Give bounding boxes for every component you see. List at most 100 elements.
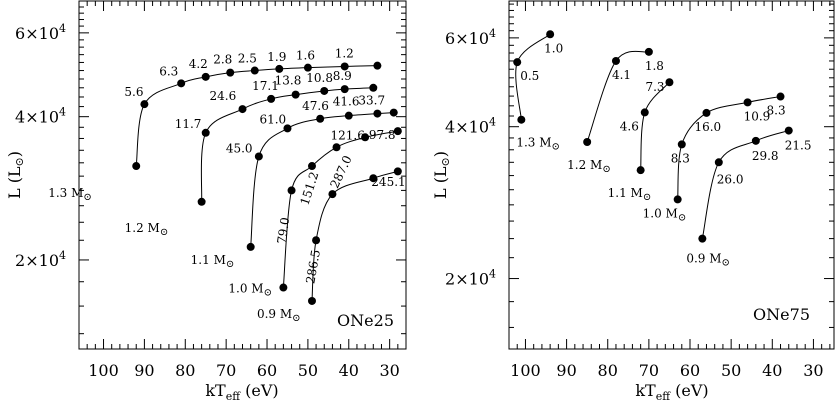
track-point — [250, 66, 259, 75]
track-point — [201, 72, 210, 81]
point-label: 11.7 — [175, 117, 202, 131]
track-curve — [586, 50, 650, 143]
point-label: 1.6 — [296, 49, 315, 63]
track-point — [238, 105, 247, 114]
track-point — [303, 63, 312, 72]
track-point — [201, 128, 210, 137]
track-curve — [701, 130, 789, 239]
track-point — [344, 111, 353, 120]
point-label: 1.2 — [335, 46, 354, 60]
track-point — [702, 108, 711, 117]
point-label: 4.2 — [189, 57, 208, 71]
point-label: 17.1 — [252, 79, 279, 93]
track-point — [316, 114, 325, 123]
mass-label: 1.1 M⊙ — [191, 253, 235, 270]
x-tick-label: 90 — [134, 361, 154, 380]
track-point — [393, 127, 402, 136]
point-label: 151.2 — [298, 170, 322, 207]
chart-panel-one75: ONe75 100 90 80 70 60 50 40 30 2×1044×1046×104 … — [431, 0, 835, 403]
track-point — [361, 133, 370, 142]
mass-label: 0.9 M⊙ — [257, 307, 301, 324]
y-tick-label: 4×104 — [445, 116, 496, 137]
x-axis-title: kTeff (eV) — [205, 381, 278, 403]
point-label: 26.0 — [717, 172, 744, 186]
x-tick-label: 30 — [803, 361, 823, 380]
point-label: 13.8 — [275, 74, 302, 88]
point-label: 8.3 — [671, 151, 690, 165]
track-point — [197, 197, 206, 206]
track-point — [340, 62, 349, 71]
point-label: 1.9 — [267, 50, 286, 64]
track-point — [332, 143, 341, 152]
track-point — [369, 83, 378, 92]
track-point — [132, 162, 141, 171]
track-point — [340, 85, 349, 94]
mass-label: 1.1 M⊙ — [608, 186, 652, 203]
track-point — [513, 58, 522, 67]
track-curve — [640, 81, 670, 171]
mass-label: 0.9 M⊙ — [686, 252, 730, 269]
track-point — [389, 108, 398, 117]
point-label: 0.5 — [520, 69, 539, 83]
x-tick-label: 40 — [339, 361, 359, 380]
plot-frame — [508, 0, 835, 350]
track-point — [177, 79, 186, 88]
point-label: 21.5 — [785, 139, 812, 153]
point-label: 2.5 — [238, 52, 257, 66]
track-point — [665, 78, 674, 87]
mass-labels: 1.3 M⊙ 1.2 M⊙ 1.1 M⊙ 1.0 M⊙ 0.9 M⊙ — [516, 136, 730, 269]
track-point — [546, 30, 555, 39]
point-label: 24.6 — [210, 89, 237, 103]
track-point — [644, 47, 653, 56]
track-curve — [135, 65, 378, 167]
mass-label: 1.2 M⊙ — [567, 158, 611, 175]
mass-label: 1.0 M⊙ — [643, 206, 687, 223]
track-point — [393, 167, 402, 176]
point-label: 121.6 — [331, 128, 365, 142]
track-point — [254, 152, 263, 161]
x-axis: 100 90 80 70 60 50 40 30 — [508, 1, 831, 380]
track-point — [714, 158, 723, 167]
point-label: 41.6 — [333, 95, 360, 109]
track-point — [776, 92, 785, 101]
y-tick-label: 2×104 — [445, 268, 496, 289]
track-point — [640, 108, 649, 117]
x-tick-label: 100 — [88, 361, 119, 380]
point-label: 4.1 — [612, 68, 631, 82]
point-label: 29.8 — [752, 149, 779, 163]
track-point — [673, 195, 682, 204]
mass-label: 1.0 M⊙ — [228, 282, 272, 299]
track-point — [373, 61, 382, 70]
track-point — [677, 140, 686, 149]
track-point — [328, 190, 337, 199]
track-point — [373, 109, 382, 118]
point-label: 10.9 — [744, 109, 771, 123]
y-tick-label: 2×104 — [15, 249, 66, 270]
panel-label: ONe25 — [337, 311, 394, 330]
x-tick-label: 60 — [257, 361, 277, 380]
point-label: 7.3 — [645, 80, 664, 94]
point-label: 6.3 — [159, 64, 178, 78]
y-axis: 2×104 4×104 6×104 — [15, 0, 406, 335]
mass-label: 1.3 M⊙ — [48, 186, 92, 203]
point-label: 47.6 — [302, 99, 329, 113]
x-tick-label: 80 — [175, 361, 195, 380]
point-label: 286.5 — [303, 249, 323, 285]
chart-panel-one25: ONe25 100 90 80 70 60 50 40 30 2×1044×1046×104 … — [5, 0, 407, 403]
track-point — [320, 86, 329, 95]
point-labels: 0.51.04.11.84.67.38.316.010.98.326.029.8… — [520, 41, 811, 186]
y-axis-title: L (L⊙) — [5, 151, 26, 199]
point-labels: 5.6 6.3 4.2 2.8 2.5 1.9 1.6 1.2 11.7 24.6 17.113.8… — [124, 46, 405, 284]
x-axis: 100 90 80 70 60 50 40 30 — [78, 1, 407, 380]
track-point — [611, 56, 620, 65]
track-point — [307, 296, 316, 305]
point-label: 5.6 — [124, 85, 143, 99]
track-point — [287, 186, 296, 195]
track-point — [275, 64, 284, 73]
point-label: 33.7 — [358, 94, 385, 108]
track-points — [132, 61, 402, 305]
point-label: 4.6 — [620, 119, 639, 133]
track-point — [751, 136, 760, 145]
mass-label: 1.2 M⊙ — [125, 221, 169, 238]
